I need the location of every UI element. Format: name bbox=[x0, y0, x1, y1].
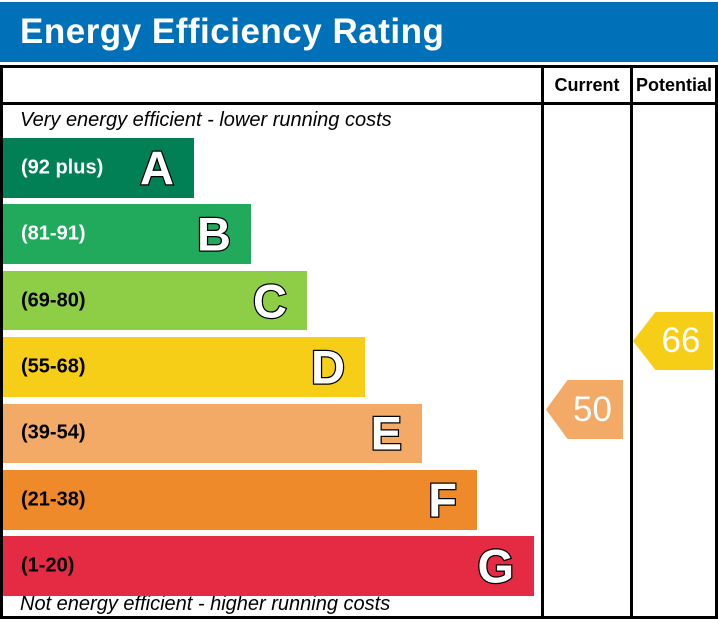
top-note: Very energy efficient - lower running co… bbox=[20, 109, 392, 131]
band-row-f: (21-38) F bbox=[3, 470, 477, 530]
band-row-d: (55-68) D bbox=[3, 337, 365, 397]
band-range-label: (69-80) bbox=[21, 289, 86, 312]
band-letter: D bbox=[310, 340, 346, 394]
band-range-label: (21-38) bbox=[21, 488, 86, 511]
band-range-label: (39-54) bbox=[21, 421, 86, 444]
band-letter: C bbox=[252, 274, 288, 328]
band-range-label: (1-20) bbox=[21, 554, 75, 577]
current-rating-value: 50 bbox=[573, 389, 612, 429]
column-header-potential: Potential bbox=[635, 74, 712, 95]
band-range-label: (92 plus) bbox=[21, 156, 104, 179]
band-row-e: (39-54) E bbox=[3, 403, 422, 464]
band-row-a: (92 plus) A bbox=[3, 138, 194, 198]
band-range-label: (55-68) bbox=[21, 355, 86, 378]
page-title: Energy Efficiency Rating bbox=[20, 12, 445, 51]
potential-rating-value: 66 bbox=[661, 321, 701, 360]
band-letter: B bbox=[196, 207, 232, 261]
band-row-b: (81-91) B bbox=[3, 204, 251, 264]
band-row-g: (1-20) G bbox=[3, 536, 534, 596]
column-header-current: Current bbox=[554, 74, 620, 95]
band-row-c: (69-80) C bbox=[3, 270, 307, 331]
header-divider bbox=[0, 102, 718, 105]
band-letter: F bbox=[427, 473, 458, 527]
current-column-divider bbox=[541, 65, 544, 619]
title-bar: Energy Efficiency Rating bbox=[0, 2, 718, 62]
band-letter: E bbox=[369, 406, 403, 460]
band-letter: A bbox=[139, 141, 175, 195]
potential-column-divider bbox=[630, 65, 633, 619]
band-letter: G bbox=[476, 539, 515, 593]
band-range-label: (81-91) bbox=[21, 222, 86, 245]
bottom-note: Not energy efficient - higher running co… bbox=[20, 593, 391, 615]
